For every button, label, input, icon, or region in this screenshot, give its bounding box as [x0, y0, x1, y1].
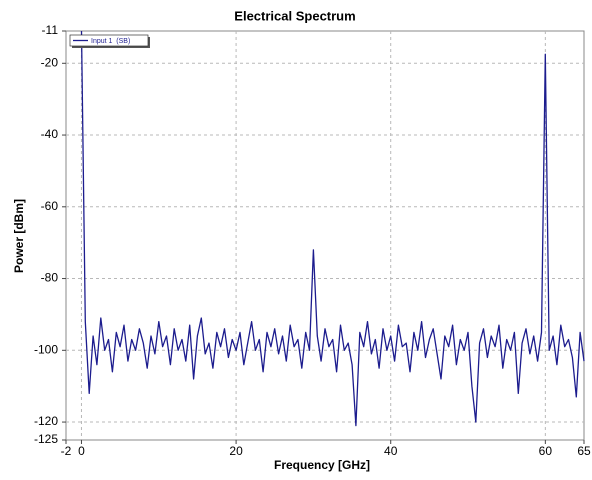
- y-tick-label: -60: [41, 199, 59, 213]
- chart-title: Electrical Spectrum: [234, 8, 355, 23]
- x-tick-label: 0: [78, 444, 85, 458]
- y-tick-label: -20: [41, 55, 59, 69]
- plot-area: [65, 30, 585, 441]
- y-tick-label: -125: [34, 432, 58, 446]
- y-tick-label: -80: [41, 271, 59, 285]
- legend-label: Input 1 (SB): [91, 38, 130, 45]
- x-tick-label: 60: [539, 444, 553, 458]
- x-axis-label: Frequency [GHz]: [274, 458, 370, 472]
- y-tick-label: -120: [34, 414, 58, 428]
- y-tick-label: -40: [41, 127, 59, 141]
- x-tick-label: 40: [384, 444, 398, 458]
- x-tick-label: 20: [229, 444, 243, 458]
- x-tick-label: 65: [577, 444, 591, 458]
- series-line: [80, 30, 585, 427]
- legend-box: [69, 34, 149, 47]
- legend: Input 1 (SB): [69, 34, 150, 48]
- y-axis-label: Power [dBm]: [12, 199, 26, 273]
- x-tick-label: -2: [61, 444, 72, 458]
- y-tick-label: -100: [34, 342, 58, 356]
- y-tick-label: -11: [42, 23, 59, 37]
